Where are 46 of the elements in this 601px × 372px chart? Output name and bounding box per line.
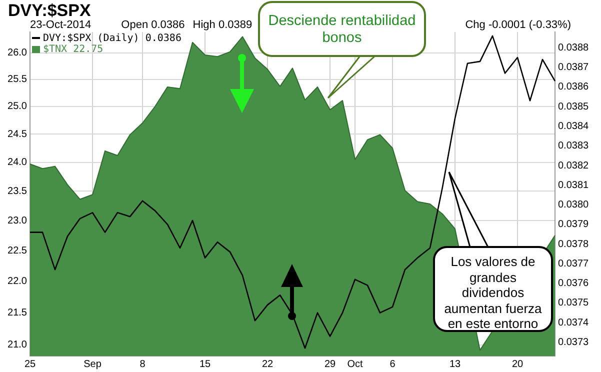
y2-tick-label: 0.0375: [558, 298, 590, 309]
text: Open 0.0386: [121, 19, 185, 31]
y2-tick-label: 0.0383: [558, 140, 590, 152]
y2-tick-label: 0.0385: [558, 101, 590, 112]
x-tick-label: 6: [390, 358, 396, 370]
y-tick-label: 23.0: [8, 215, 28, 226]
x-tick-label: 8: [140, 358, 146, 370]
y2-tick-label: 0.0377: [558, 258, 590, 270]
y-tick-label: 22.5: [8, 245, 28, 256]
y2-tick-label: 0.0384: [558, 121, 590, 132]
x-tick-label: 15: [199, 358, 211, 370]
text: High 0.0389: [192, 19, 252, 31]
y2-tick-label: 0.0382: [558, 160, 590, 172]
x-tick-label: Sep: [84, 358, 102, 370]
y-tick-label: 21.5: [8, 307, 28, 318]
y2-tick-label: 0.0387: [558, 62, 590, 74]
y2-tick-label: 0.0373: [558, 337, 590, 348]
annotation: Los valores de grandes dividendos aumentan fuerza en este entorno: [433, 246, 553, 332]
y2-tick-label: 0.0379: [558, 219, 590, 230]
chart-title: DVY:$SPX: [8, 1, 91, 20]
y-tick-label: 21.0: [8, 340, 28, 351]
x-tick-label: 29: [324, 358, 336, 370]
y2-tick-label: 0.0374: [558, 317, 590, 328]
y2-tick-label: 0.0386: [558, 82, 590, 93]
y2-tick-label: 0.0381: [558, 180, 590, 191]
text: Chg -0.0001 (-0.33%): [465, 19, 571, 31]
y2-tick-label: 0.0376: [558, 278, 590, 290]
y2-tick-label: 0.0388: [558, 42, 590, 54]
legend-label: DVY:$SPX (Daily) 0.0386: [43, 33, 182, 44]
x-tick-label: 25: [24, 358, 36, 370]
annotation: Desciende rentabilidad bonos: [258, 1, 426, 57]
x-tick-label: 20: [512, 358, 524, 370]
legend-label: $TNX 22.75: [43, 44, 104, 55]
y-tick-label: 22.0: [8, 276, 28, 288]
x-tick-label: 22: [262, 358, 274, 370]
y-tick-label: 26.0: [8, 48, 28, 59]
y-tick-label: 24.0: [8, 157, 28, 168]
y2-tick-label: 0.0378: [558, 238, 590, 250]
y-tick-label: 25.5: [8, 74, 28, 86]
y-tick-label: 24.5: [8, 128, 28, 140]
x-tick-label: 13: [449, 358, 461, 370]
y2-tick-label: 0.0380: [558, 200, 590, 211]
y-tick-label: 25.0: [8, 101, 28, 112]
text: 23-Oct-2014: [30, 19, 92, 31]
x-tick-label: Oct: [347, 358, 363, 370]
y-tick-label: 23.5: [8, 186, 28, 197]
